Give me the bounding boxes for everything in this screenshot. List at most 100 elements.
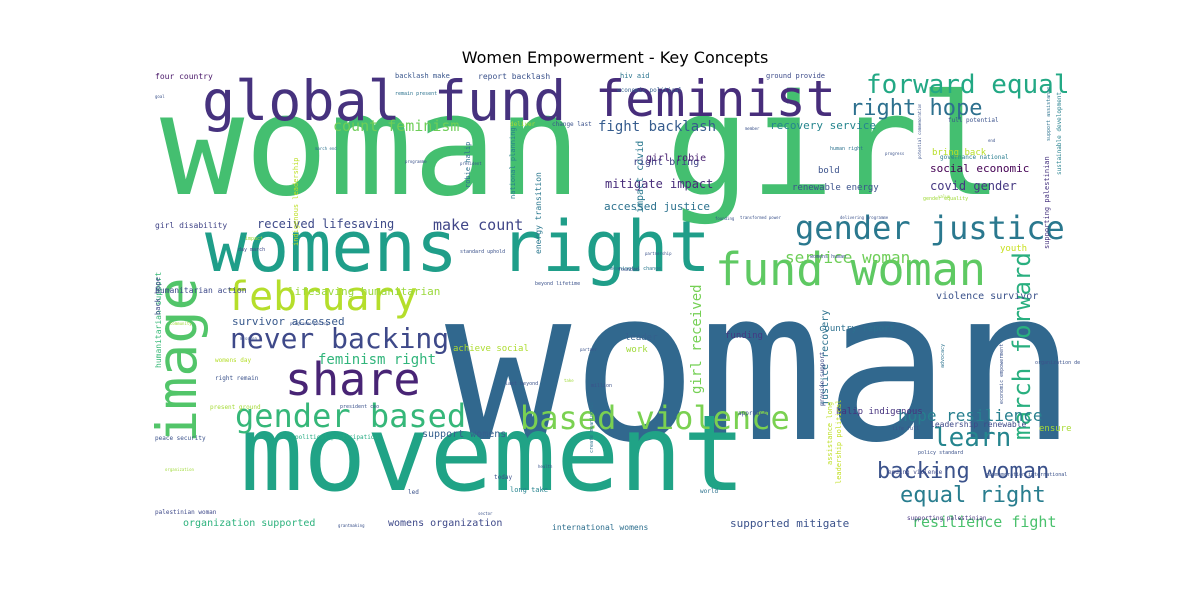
word-end: end	[988, 138, 996, 143]
word-humanitarian-action: humanitarian action	[155, 286, 247, 295]
word-gender-equality: gender equality	[923, 196, 969, 202]
word-global-fund: global fund	[202, 72, 567, 133]
word-today: today	[494, 474, 513, 481]
word-deliver: deliver	[510, 121, 536, 128]
word-partnership: partnership	[645, 251, 672, 256]
word-girl-robie: girl robie	[646, 153, 707, 164]
word-potential-commemoration: potential commemoration	[917, 103, 922, 159]
word-share: share	[285, 353, 421, 406]
word-indigenous-leadership: indigenous leadership	[292, 157, 300, 246]
word-right-remain: right remain	[215, 375, 259, 382]
word-right-hope: right hope	[850, 96, 983, 121]
word-gender-justice: gender justice	[795, 209, 1065, 247]
word-remain-present: remain present	[395, 91, 438, 97]
word-based-violence: based violence	[520, 399, 790, 437]
word-palestinian-woman: palestinian woman	[155, 509, 217, 516]
word-world: world	[700, 488, 719, 495]
word-sustainable-development: sustainable development	[1056, 91, 1063, 175]
word-programme: programme	[405, 159, 427, 164]
word-resilience-fight: resilience fight	[912, 513, 1057, 531]
word-never-backing: never backing	[230, 322, 450, 355]
word-organization-supported: organization supported	[183, 518, 316, 529]
word-partner: partner	[580, 347, 597, 352]
word-leadership-political: leadership political	[835, 399, 843, 484]
word-youth: youth	[1000, 244, 1028, 254]
word-movement: movement	[240, 393, 746, 515]
word-womens-right: womens right	[205, 206, 711, 288]
word-social-economic: social economic	[930, 162, 1030, 175]
word-report-backlash: report backlash	[478, 72, 551, 81]
word-sector: sector	[478, 511, 493, 516]
word-make-count: make count	[433, 216, 524, 234]
word-supporting-palestinian: supporting palestinian	[1043, 156, 1051, 249]
word-grantmaking: grantmaking	[338, 523, 365, 528]
word-value: value	[938, 194, 951, 199]
word-right-bring: right bring	[633, 157, 700, 168]
word-back-hope: back hope	[154, 277, 162, 315]
word-member: member	[745, 126, 760, 131]
word-covid-gender: covid gender	[930, 179, 1017, 193]
word-governance-national: governance national	[940, 154, 1009, 161]
word-meaningful-change: meaningful change	[610, 266, 662, 272]
word-bold: bold	[818, 166, 840, 176]
word-ground-provide: ground provide	[766, 72, 826, 80]
word-woman: woman	[445, 244, 1078, 489]
word-beyond-lifetime: beyond lifetime	[535, 281, 581, 287]
word-achieve-social: achieve social	[453, 344, 529, 354]
word-halip-indigenous: halip indigenous	[836, 407, 923, 417]
word-goal: goal	[155, 94, 165, 99]
word-energy-transition: energy transition	[534, 172, 543, 254]
word-count-feminism: count feminism	[333, 117, 460, 135]
word-hiv-aid: hiv aid	[620, 72, 650, 80]
chart-title: Women Empowerment - Key Concepts	[461, 48, 769, 67]
word-feminist: feminist	[595, 72, 836, 128]
word-human-right: human right	[830, 146, 864, 152]
word-leadership-renewable: leadership renewable	[930, 420, 1027, 429]
word-president: president	[460, 161, 482, 166]
word-founding: founding	[715, 216, 735, 221]
word-health: health	[538, 464, 553, 469]
word-programme-policy: programme policy	[290, 321, 329, 326]
word-create-meaningful: create meaningful	[589, 401, 595, 453]
word-march-end: march end	[315, 146, 337, 151]
word-transformed-power: transformed power	[740, 215, 781, 220]
word-lifesaving-humanitarian: lifesaving humanitarian	[288, 285, 441, 298]
word-last-beyond: last beyond	[505, 381, 539, 387]
word-learn: learn	[933, 423, 1012, 453]
word-womens-day: womens day	[215, 357, 252, 364]
word-support-womens: support womens	[422, 429, 507, 440]
word-peace-security: peace security	[155, 435, 206, 442]
word-support-assistance: support assistance	[1046, 86, 1052, 141]
word-long-take: long take	[510, 486, 548, 494]
word-present-ground: present ground	[210, 404, 261, 411]
word-political-participation: political participation	[295, 434, 379, 441]
word-backlash-make: backlash make	[395, 72, 450, 80]
word-founded: founded	[618, 267, 640, 273]
word-organization: organization	[165, 467, 194, 472]
word-policy-standard: policy standard	[918, 450, 964, 456]
word-bring-back: bring back	[932, 148, 987, 158]
word-million: million	[591, 383, 613, 389]
word-impact-covid: impact covid	[635, 140, 646, 213]
word-february: february	[225, 274, 418, 320]
word-ending-violence: ending violence	[888, 469, 943, 476]
word-fight-backlash: fight backlash	[598, 119, 717, 135]
word-supported-mitigate: supported mitigate	[730, 517, 850, 530]
word-woman-girl: woman girl	[160, 72, 1003, 228]
word-economic-political: economic political	[617, 87, 683, 94]
word-four-country: four country	[155, 72, 213, 81]
word-hope-resilience: hope resilience	[898, 406, 1043, 425]
word-mitigate-impact: mitigate impact	[605, 177, 714, 191]
word-assistance-long: assistance long	[826, 401, 834, 465]
word-president-ceo: president ceo	[340, 404, 380, 410]
word-economic-empowerment: economic empowerment	[999, 343, 1005, 404]
word-fund-woman: fund woman	[715, 243, 986, 296]
word-forward-equal: forward equal	[866, 72, 1070, 100]
word-delivering-programme: delivering programme	[840, 215, 889, 220]
word-supporting-palestinian: supporting palestinian	[907, 515, 987, 522]
word-community: community	[170, 321, 192, 326]
word-impact: impact	[245, 236, 264, 242]
word-gender-based: gender based	[235, 397, 467, 435]
word-country-report: country report	[819, 324, 895, 334]
word-womens-organization: womens organization	[388, 518, 503, 529]
